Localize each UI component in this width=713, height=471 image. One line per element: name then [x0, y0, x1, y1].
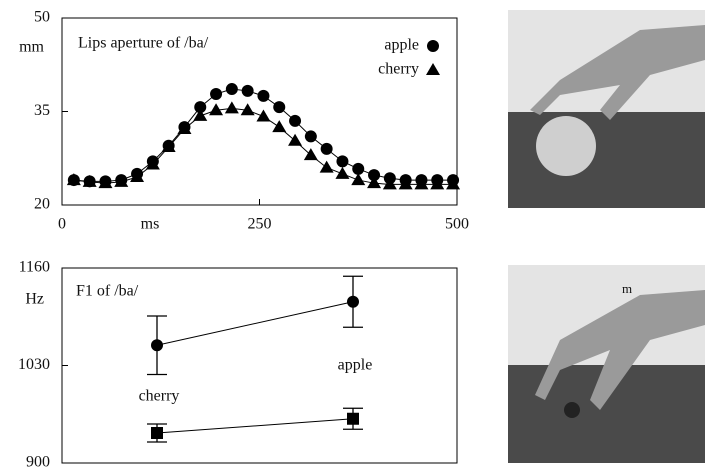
x-tick-label: 500 [445, 216, 469, 233]
marker [427, 40, 439, 52]
category-label: apple [338, 357, 373, 374]
y-tick-label: 1160 [19, 259, 50, 276]
y-axis-label: mm [19, 39, 44, 56]
marker [335, 167, 349, 179]
marker [288, 134, 302, 146]
legend-label: apple [384, 37, 419, 54]
marker [226, 83, 238, 95]
marker [304, 148, 318, 160]
marker [193, 109, 207, 121]
marker [320, 161, 334, 173]
marker [210, 88, 222, 100]
x-tick-label: 0 [58, 216, 66, 233]
x-tick-label: 250 [248, 216, 272, 233]
marker [347, 413, 359, 425]
photo-marker: m [622, 281, 632, 296]
y-tick-label: 900 [26, 454, 50, 471]
marker [426, 63, 440, 75]
marker [347, 296, 359, 308]
series-line [157, 302, 353, 346]
marker [351, 173, 365, 185]
legend-label: cherry [378, 61, 419, 78]
marker [242, 85, 254, 97]
category-label: cherry [139, 388, 180, 405]
series-line [157, 419, 353, 433]
chart-title: Lips aperture of /ba/ [78, 35, 209, 52]
marker [289, 115, 301, 127]
marker [336, 155, 348, 167]
marker [272, 120, 286, 132]
y-axis-label: Hz [25, 291, 44, 308]
marker [305, 130, 317, 142]
y-tick-label: 20 [34, 196, 50, 213]
marker [151, 339, 163, 351]
marker [257, 90, 269, 102]
x-axis-label: ms [141, 216, 160, 233]
marker [352, 163, 364, 175]
marker [256, 109, 270, 121]
chart-title: F1 of /ba/ [76, 283, 139, 300]
marker [273, 101, 285, 113]
marker [151, 427, 163, 439]
photo-cherry: m [508, 265, 705, 463]
photo-apple [508, 10, 705, 208]
marker [225, 101, 239, 113]
y-tick-label: 35 [34, 102, 50, 119]
figure: m Lips aperture of /ba/mm ms 0 250 500 apple c… [0, 0, 713, 471]
marker [321, 143, 333, 155]
y-tick-label: 1030 [18, 356, 50, 373]
series-line [74, 89, 453, 181]
y-tick-label: 50 [34, 9, 50, 26]
